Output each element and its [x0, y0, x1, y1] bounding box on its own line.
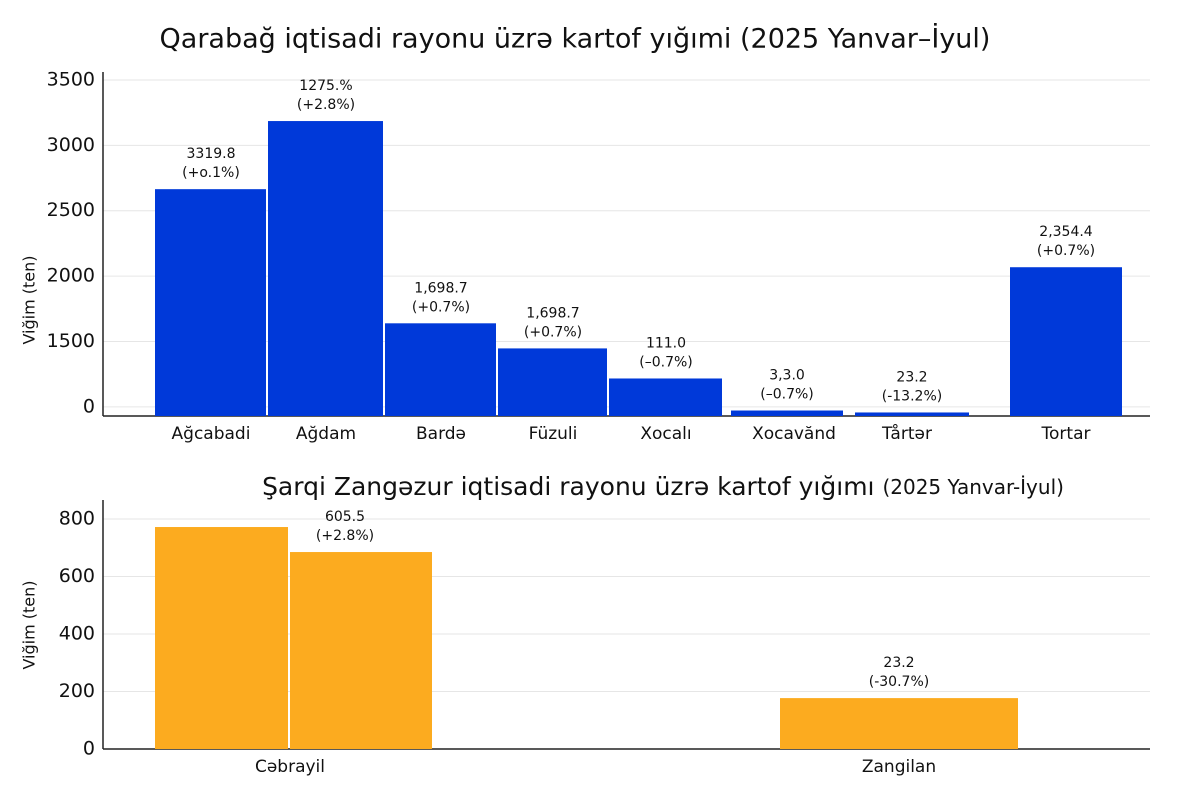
- bar-label-change: (+o.1%): [182, 165, 240, 181]
- bar: [855, 412, 969, 416]
- y-tick-label: 0: [83, 738, 95, 760]
- x-tick-label: Bardə: [416, 424, 466, 444]
- title-suffix: (2025 Yanvar-İyul): [882, 475, 1063, 499]
- bar-label: 23.2: [896, 369, 927, 385]
- chart-title: Qarabağ iqtisadi rayonu üzrə kartof yığı…: [160, 23, 991, 55]
- bar: [155, 189, 266, 416]
- bar-label-change: (+2.8%): [297, 97, 355, 113]
- bar-label-change: (–0.7%): [760, 387, 814, 403]
- x-tick-label: Tortar: [1041, 424, 1091, 444]
- bar-label: 605.5: [325, 509, 365, 525]
- x-tick-label: Ağcabadi: [172, 424, 251, 444]
- bar: [731, 410, 843, 416]
- bar: [780, 698, 1018, 749]
- x-tick-label: Ağdam: [296, 424, 356, 444]
- bar-label: 1,698.7: [414, 280, 467, 296]
- y-tick-label: 600: [59, 565, 95, 587]
- bar-label-change: (–0.7%): [639, 354, 693, 370]
- y-tick-label: 2000: [47, 265, 95, 287]
- y-tick-label: 0: [83, 395, 95, 417]
- y-tick-label: 200: [59, 680, 95, 702]
- y-tick-label: 3500: [47, 69, 95, 91]
- bar-label-change: (+0.7%): [412, 299, 470, 315]
- x-tick-label: Zangilan: [862, 757, 936, 777]
- y-axis-label: Viğim (ten): [20, 255, 39, 344]
- bar-label: 111.0: [646, 335, 686, 351]
- y-tick-label: 1500: [47, 330, 95, 352]
- bar-label-change: (+2.8%): [316, 528, 374, 544]
- y-tick-label: 3000: [47, 134, 95, 156]
- bar-label-change: (+0.7%): [524, 324, 582, 340]
- bar-label: 2,354.4: [1039, 224, 1093, 240]
- bar: [268, 121, 383, 417]
- chart-title: Şarqi Zangəzur iqtisadi rayonu üzrə kart…: [262, 472, 1064, 501]
- bar: [609, 378, 722, 416]
- bar: [385, 323, 496, 416]
- bar: [155, 527, 288, 749]
- bar: [290, 552, 432, 749]
- bar-label: 23.2: [883, 655, 914, 671]
- y-tick-label: 400: [59, 622, 95, 644]
- x-tick-label: Xocavănd: [752, 424, 836, 444]
- bar: [498, 348, 607, 416]
- title-main: Şarqi Zangəzur iqtisadi rayonu üzrə kart…: [262, 472, 874, 501]
- y-tick-label: 2500: [47, 199, 95, 221]
- bar-label: 1,698.7: [526, 305, 579, 321]
- bar-label-change: (-13.2%): [882, 388, 942, 404]
- bar-label: 3,3.0: [769, 368, 805, 384]
- bar-label-change: (-30.7%): [869, 674, 929, 690]
- bar: [1010, 267, 1122, 416]
- bar-label: 1275.%: [299, 78, 352, 94]
- x-tick-label: Cəbrayil: [255, 757, 325, 777]
- y-tick-label: 800: [59, 507, 95, 529]
- bar-label: 3319.8: [187, 146, 236, 162]
- x-tick-label: Xocalı: [640, 424, 691, 444]
- bar-label-change: (+0.7%): [1037, 243, 1095, 259]
- y-axis-label: Viğim (ten): [20, 580, 39, 669]
- x-tick-label: Füzuli: [529, 424, 578, 444]
- x-tick-label: Tårtər: [881, 423, 932, 444]
